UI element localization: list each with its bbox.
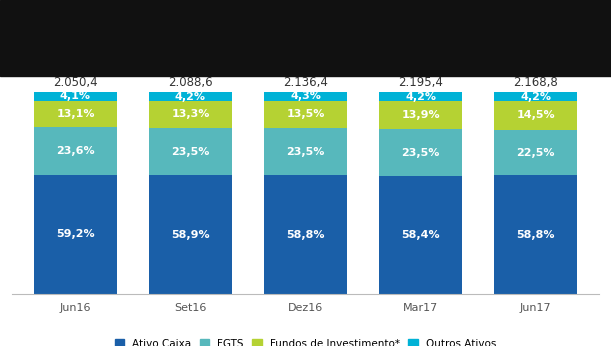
Bar	[494, 92, 577, 101]
Text: 23,5%: 23,5%	[171, 146, 210, 156]
Text: 58,9%: 58,9%	[171, 230, 210, 240]
Bar	[379, 101, 462, 129]
Bar	[149, 101, 232, 128]
Bar	[264, 175, 347, 294]
Bar	[34, 92, 117, 101]
Text: 23,5%: 23,5%	[287, 147, 324, 157]
Text: 2.088,6: 2.088,6	[168, 76, 213, 90]
Text: 4,3%: 4,3%	[290, 91, 321, 101]
Text: 58,8%: 58,8%	[516, 230, 555, 240]
Text: 14,5%: 14,5%	[516, 110, 555, 120]
Bar	[34, 175, 117, 294]
Bar	[379, 129, 462, 176]
Bar	[379, 176, 462, 294]
Bar	[149, 128, 232, 175]
Bar	[494, 175, 577, 294]
Text: 13,9%: 13,9%	[401, 110, 440, 120]
Text: 2.050,4: 2.050,4	[53, 76, 98, 89]
Text: 23,5%: 23,5%	[401, 147, 440, 157]
Bar	[149, 92, 232, 101]
Text: 2.168,8: 2.168,8	[513, 76, 558, 89]
Bar	[149, 175, 232, 294]
Text: 22,5%: 22,5%	[516, 148, 555, 158]
Text: 4,2%: 4,2%	[175, 92, 206, 102]
Bar	[264, 128, 347, 175]
Bar	[494, 101, 577, 130]
Text: 58,8%: 58,8%	[286, 230, 325, 240]
Legend: Ativo Caixa, FGTS, Fundos de Investimento*, Outros Ativos: Ativo Caixa, FGTS, Fundos de Investiment…	[115, 338, 496, 346]
Bar	[379, 92, 462, 101]
Bar	[264, 92, 347, 101]
Bar	[264, 101, 347, 128]
Text: 2.136,4: 2.136,4	[283, 76, 328, 89]
Text: 58,4%: 58,4%	[401, 230, 440, 240]
Text: 13,1%: 13,1%	[56, 109, 95, 119]
Text: 2.195,4: 2.195,4	[398, 76, 443, 89]
Bar	[34, 127, 117, 175]
Text: 13,3%: 13,3%	[171, 109, 210, 119]
Text: 13,5%: 13,5%	[287, 109, 324, 119]
Bar	[494, 130, 577, 175]
Text: 4,2%: 4,2%	[520, 91, 551, 101]
Text: 4,2%: 4,2%	[405, 91, 436, 101]
Bar	[34, 101, 117, 127]
Text: 4,1%: 4,1%	[60, 91, 91, 101]
Text: 59,2%: 59,2%	[56, 229, 95, 239]
Text: 23,6%: 23,6%	[56, 146, 95, 156]
